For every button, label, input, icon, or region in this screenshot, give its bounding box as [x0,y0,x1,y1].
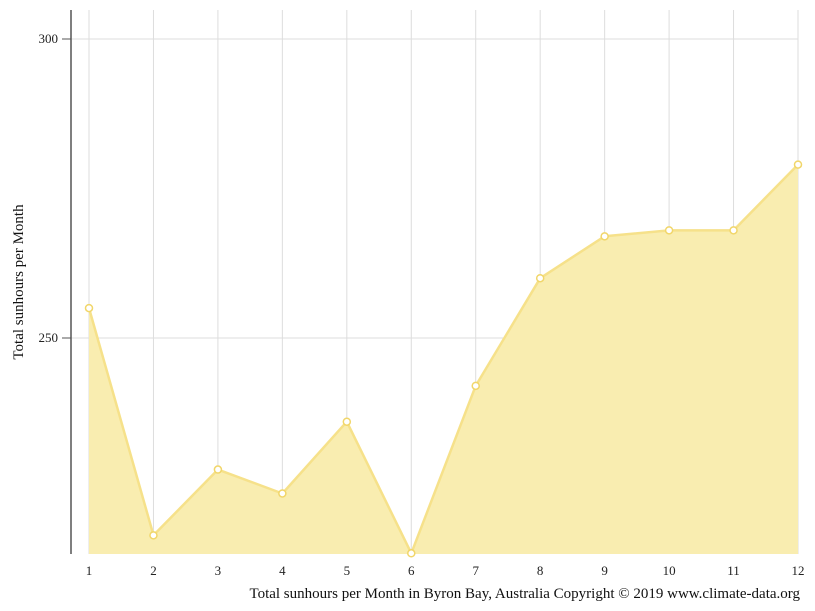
chart-caption: Total sunhours per Month in Byron Bay, A… [249,586,800,602]
data-point-month-5 [342,417,352,426]
data-point-month-9 [600,232,609,241]
x-tick-label-6: 6 [408,563,415,578]
x-tick-label-10: 10 [663,563,676,578]
sunhours-area [89,164,798,554]
x-tick-label-8: 8 [537,563,544,578]
x-tick-label-4: 4 [279,563,286,578]
x-tick-label-12: 12 [792,563,805,578]
area-layer [87,163,799,555]
x-tick-label-1: 1 [86,563,93,578]
y-tick-label-250: 250 [39,330,59,345]
data-point-month-4 [278,489,287,498]
data-point-month-6 [407,549,416,558]
data-point-month-11 [729,226,738,235]
x-tick-label-7: 7 [472,563,479,578]
x-tick-label-9: 9 [601,563,608,578]
y-tick-label-300: 300 [39,31,59,46]
data-point-month-1 [84,303,94,313]
y-axis-title: Total sunhours per Month [11,204,27,360]
x-tick-label-3: 3 [215,563,222,578]
data-point-month-10 [664,226,674,235]
data-point-month-12 [793,160,803,169]
sunhours-line [87,163,799,555]
x-tick-label-2: 2 [150,563,157,578]
data-point-month-7 [471,381,480,391]
x-tick-label-11: 11 [727,563,740,578]
x-tick-label-5: 5 [344,563,351,578]
data-point-month-2 [149,531,158,540]
marker-layer [84,160,803,558]
data-point-month-3 [213,465,223,474]
data-point-month-8 [535,273,545,283]
